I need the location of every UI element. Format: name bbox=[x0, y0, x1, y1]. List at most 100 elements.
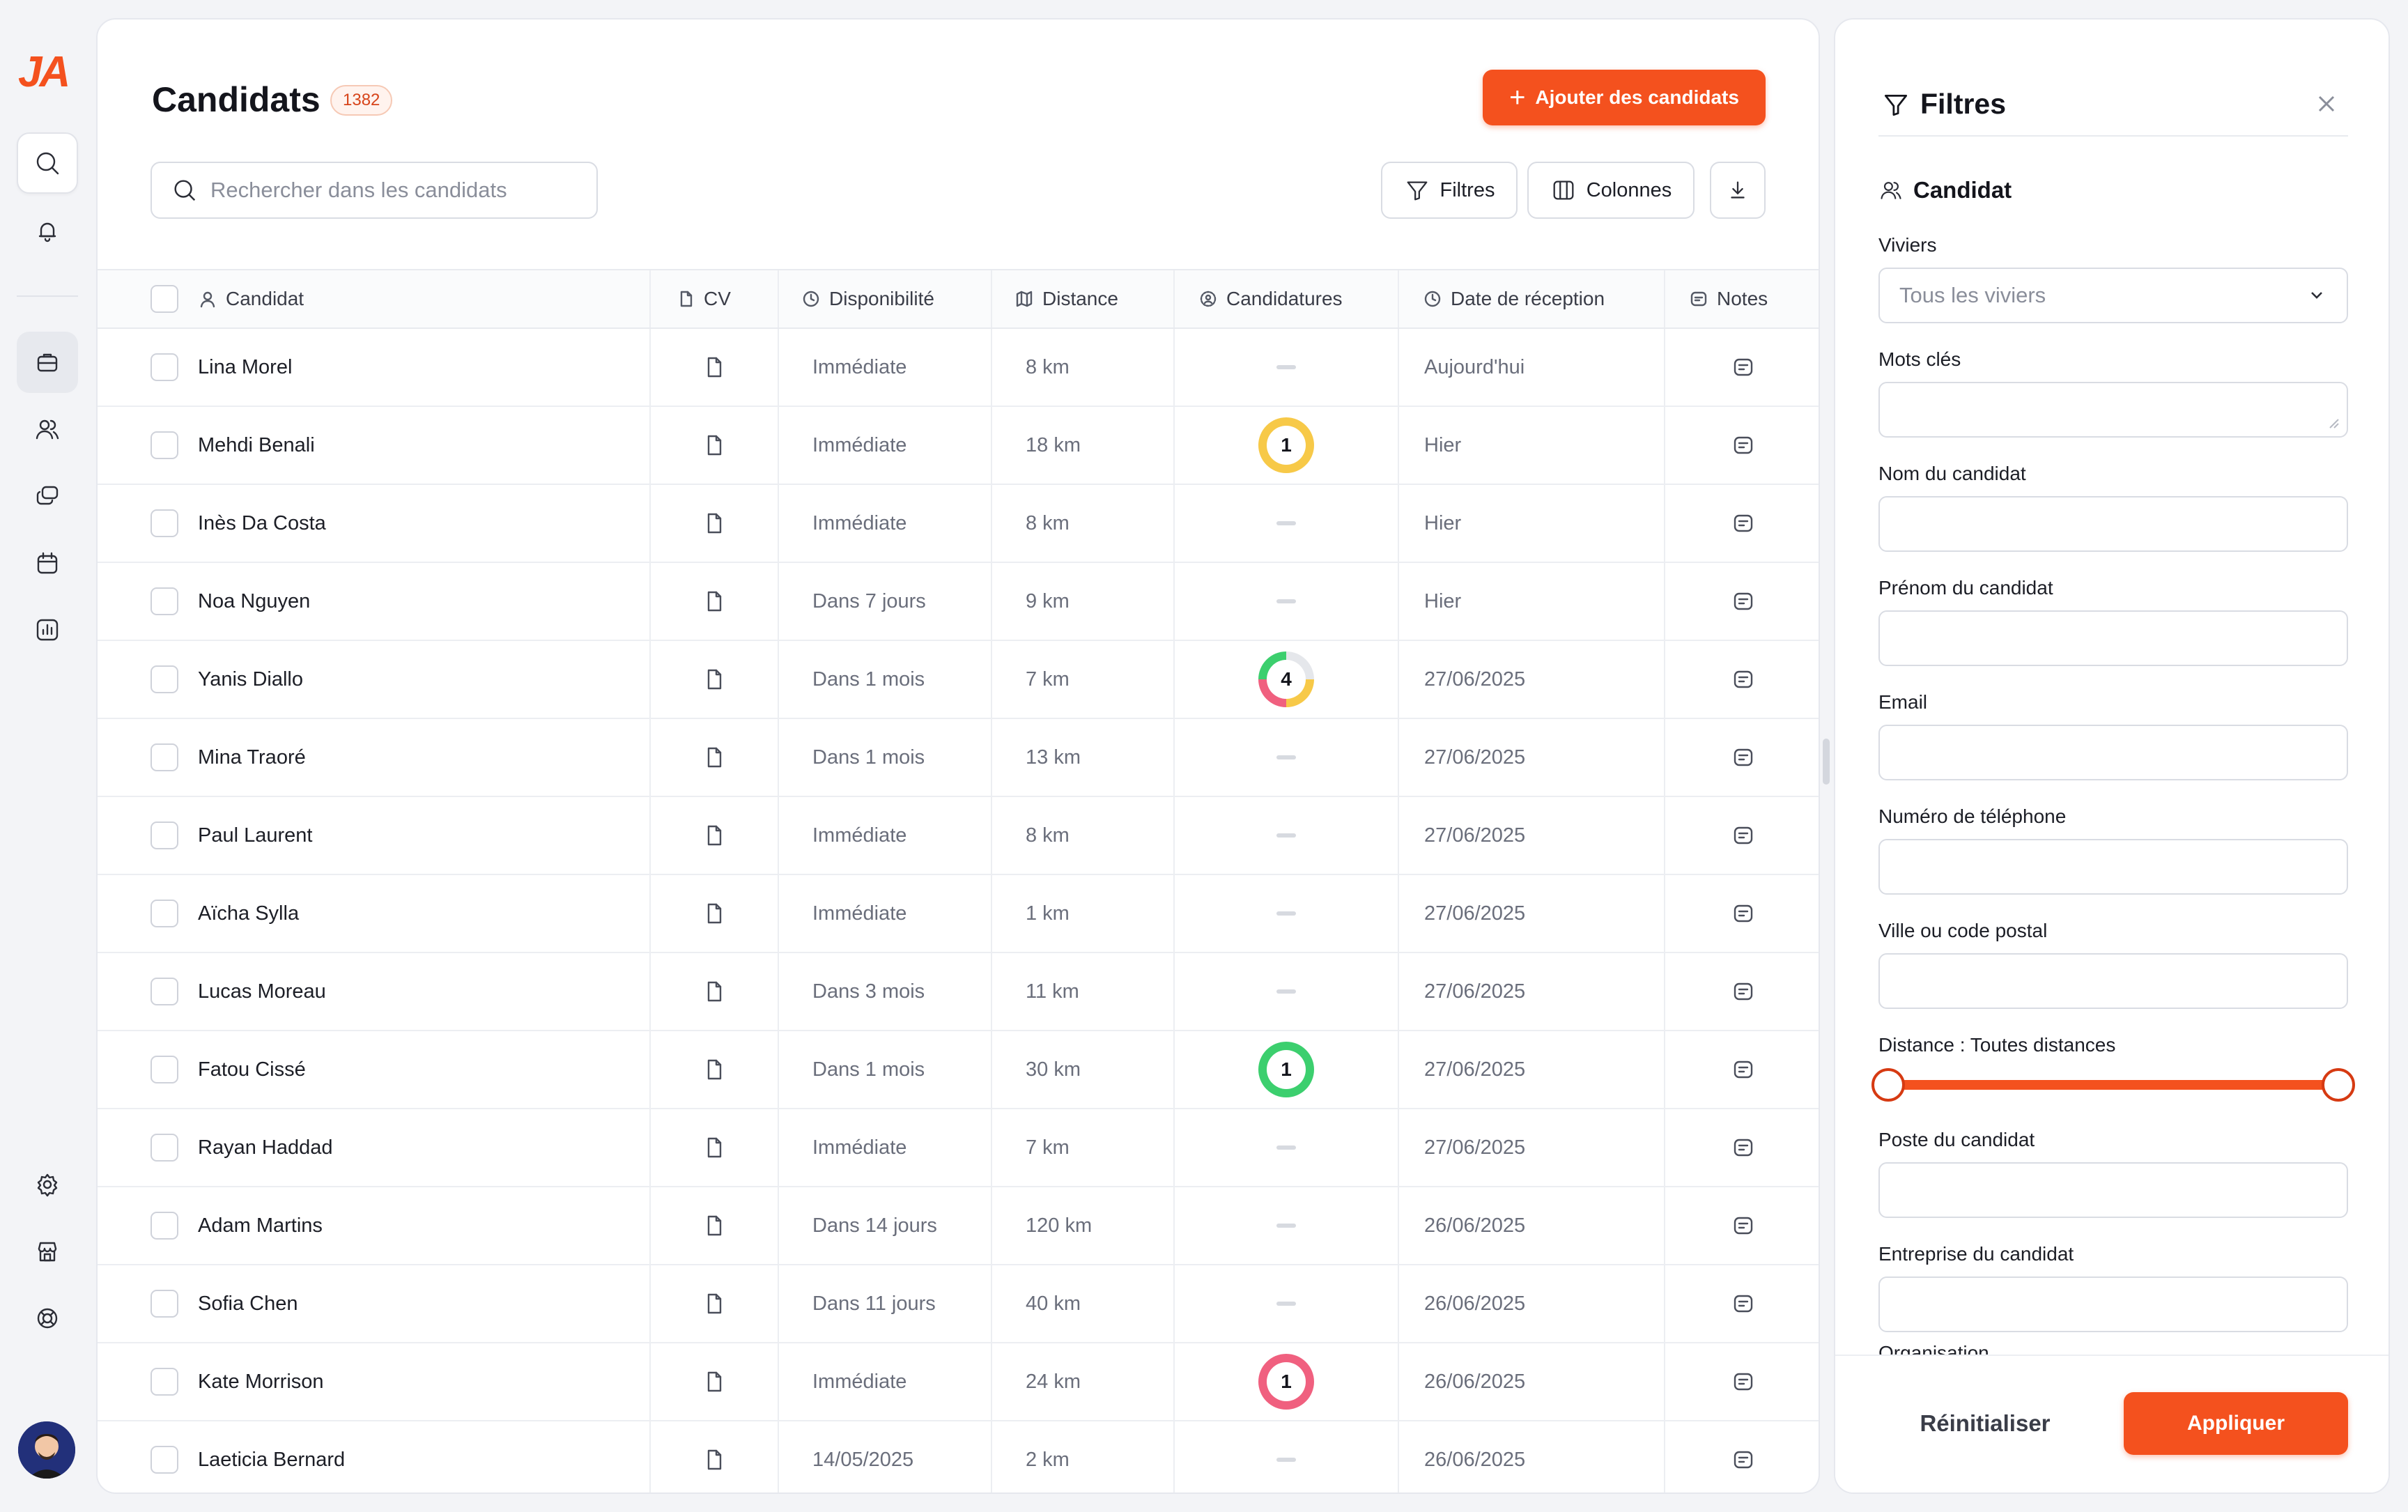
note-icon[interactable] bbox=[1731, 433, 1756, 458]
row-checkbox[interactable] bbox=[150, 900, 178, 927]
row-checkbox[interactable] bbox=[150, 587, 178, 615]
candidate-name[interactable]: Fatou Cissé bbox=[198, 1058, 306, 1081]
table-row[interactable]: Aïcha Sylla Immédiate 1 km 27/06/2025 bbox=[98, 875, 1819, 953]
firstname-input[interactable] bbox=[1878, 610, 2348, 666]
candidate-name[interactable]: Inès Da Costa bbox=[198, 511, 326, 534]
file-icon[interactable] bbox=[702, 979, 727, 1004]
row-checkbox[interactable] bbox=[150, 509, 178, 537]
note-icon[interactable] bbox=[1731, 1369, 1756, 1394]
file-icon[interactable] bbox=[702, 745, 727, 770]
row-checkbox[interactable] bbox=[150, 1446, 178, 1474]
table-row[interactable]: Sofia Chen Dans 11 jours 40 km 26/06/202… bbox=[98, 1265, 1819, 1343]
lastname-input[interactable] bbox=[1878, 496, 2348, 552]
row-checkbox[interactable] bbox=[150, 743, 178, 771]
analytics-rail-button[interactable] bbox=[17, 599, 78, 661]
distance-slider-min-handle[interactable] bbox=[1871, 1068, 1905, 1102]
search-box[interactable] bbox=[150, 162, 598, 219]
candidate-name[interactable]: Yanis Diallo bbox=[198, 668, 303, 691]
row-checkbox[interactable] bbox=[150, 821, 178, 849]
note-icon[interactable] bbox=[1731, 979, 1756, 1004]
candidate-name[interactable]: Noa Nguyen bbox=[198, 589, 311, 612]
file-icon[interactable] bbox=[702, 667, 727, 692]
applications-count-ring[interactable]: 1 bbox=[1258, 1354, 1314, 1410]
add-candidates-button[interactable]: + Ajouter des candidats bbox=[1483, 70, 1766, 125]
row-checkbox[interactable] bbox=[150, 353, 178, 381]
note-icon[interactable] bbox=[1731, 745, 1756, 770]
file-icon[interactable] bbox=[702, 1369, 727, 1394]
file-icon[interactable] bbox=[702, 823, 727, 848]
table-row[interactable]: Adam Martins Dans 14 jours 120 km 26/06/… bbox=[98, 1187, 1819, 1265]
column-header-notes[interactable]: Notes bbox=[1665, 270, 1819, 327]
table-row[interactable]: Fatou Cissé Dans 1 mois 30 km 1 27/06/20… bbox=[98, 1031, 1819, 1109]
file-icon[interactable] bbox=[702, 1057, 727, 1082]
note-icon[interactable] bbox=[1731, 667, 1756, 692]
applications-count-ring[interactable]: 1 bbox=[1258, 1042, 1314, 1097]
applications-count-ring[interactable]: 1 bbox=[1258, 417, 1314, 473]
candidate-name[interactable]: Mehdi Benali bbox=[198, 433, 315, 456]
table-row[interactable]: Inès Da Costa Immédiate 8 km Hier bbox=[98, 485, 1819, 563]
candidate-name[interactable]: Aïcha Sylla bbox=[198, 902, 300, 925]
table-row[interactable]: Laeticia Bernard 14/05/2025 2 km 26/06/2… bbox=[98, 1421, 1819, 1492]
columns-button[interactable]: Colonnes bbox=[1527, 162, 1695, 219]
notifications-rail-button[interactable] bbox=[17, 201, 78, 262]
row-checkbox[interactable] bbox=[150, 1134, 178, 1162]
row-checkbox[interactable] bbox=[150, 1056, 178, 1083]
note-icon[interactable] bbox=[1731, 511, 1756, 536]
table-row[interactable]: Yanis Diallo Dans 1 mois 7 km 4 27/06/20… bbox=[98, 641, 1819, 719]
distance-slider-track[interactable] bbox=[1878, 1080, 2348, 1090]
candidate-name[interactable]: Sofia Chen bbox=[198, 1292, 298, 1315]
file-icon[interactable] bbox=[702, 1135, 727, 1160]
table-row[interactable]: Paul Laurent Immédiate 8 km 27/06/2025 bbox=[98, 797, 1819, 875]
row-checkbox[interactable] bbox=[150, 1290, 178, 1318]
row-checkbox[interactable] bbox=[150, 431, 178, 459]
reset-filters-button[interactable]: Réinitialiser bbox=[1920, 1410, 2051, 1436]
row-checkbox[interactable] bbox=[150, 1212, 178, 1240]
table-row[interactable]: Mina Traoré Dans 1 mois 13 km 27/06/2025 bbox=[98, 719, 1819, 797]
table-row[interactable]: Rayan Haddad Immédiate 7 km 27/06/2025 bbox=[98, 1109, 1819, 1187]
table-row[interactable]: Lucas Moreau Dans 3 mois 11 km 27/06/202… bbox=[98, 953, 1819, 1031]
table-row[interactable]: Mehdi Benali Immédiate 18 km 1 Hier bbox=[98, 407, 1819, 485]
row-checkbox[interactable] bbox=[150, 1368, 178, 1396]
candidate-name[interactable]: Mina Traoré bbox=[198, 746, 306, 769]
city-input[interactable] bbox=[1878, 953, 2348, 1009]
row-checkbox[interactable] bbox=[150, 978, 178, 1005]
candidate-name[interactable]: Lucas Moreau bbox=[198, 980, 326, 1003]
table-row[interactable]: Lina Morel Immédiate 8 km Aujourd'hui bbox=[98, 329, 1819, 407]
search-input[interactable] bbox=[210, 178, 573, 203]
candidate-name[interactable]: Paul Laurent bbox=[198, 824, 313, 847]
file-icon[interactable] bbox=[702, 1291, 727, 1316]
file-icon[interactable] bbox=[702, 589, 727, 614]
apply-filters-button[interactable]: Appliquer bbox=[2124, 1392, 2348, 1455]
keywords-textarea[interactable] bbox=[1878, 382, 2348, 438]
candidate-name[interactable]: Rayan Haddad bbox=[198, 1136, 333, 1159]
email-input[interactable] bbox=[1878, 725, 2348, 780]
select-all-checkbox[interactable] bbox=[150, 285, 178, 313]
note-icon[interactable] bbox=[1731, 589, 1756, 614]
distance-slider-max-handle[interactable] bbox=[2322, 1068, 2355, 1102]
note-icon[interactable] bbox=[1731, 1135, 1756, 1160]
column-header-candidatures[interactable]: Candidatures bbox=[1175, 270, 1399, 327]
close-filters-button[interactable] bbox=[2309, 86, 2344, 121]
row-checkbox[interactable] bbox=[150, 665, 178, 693]
table-row[interactable]: Kate Morrison Immédiate 24 km 1 26/06/20… bbox=[98, 1343, 1819, 1421]
column-header-cv[interactable]: CV bbox=[651, 270, 779, 327]
store-rail-button[interactable] bbox=[17, 1221, 78, 1282]
user-avatar[interactable] bbox=[18, 1421, 75, 1479]
file-icon[interactable] bbox=[702, 511, 727, 536]
file-icon[interactable] bbox=[702, 1447, 727, 1472]
calendar-rail-button[interactable] bbox=[17, 532, 78, 594]
file-icon[interactable] bbox=[702, 901, 727, 926]
search-rail-button[interactable] bbox=[17, 132, 78, 194]
candidate-name[interactable]: Lina Morel bbox=[198, 355, 293, 378]
column-header-distance[interactable]: Distance bbox=[992, 270, 1175, 327]
file-icon[interactable] bbox=[702, 433, 727, 458]
note-icon[interactable] bbox=[1731, 1291, 1756, 1316]
note-icon[interactable] bbox=[1731, 901, 1756, 926]
file-icon[interactable] bbox=[702, 355, 727, 380]
messages-rail-button[interactable] bbox=[17, 465, 78, 527]
note-icon[interactable] bbox=[1731, 1447, 1756, 1472]
column-header-disponibilite[interactable]: Disponibilité bbox=[779, 270, 992, 327]
file-icon[interactable] bbox=[702, 1213, 727, 1238]
column-header-date-reception[interactable]: Date de réception bbox=[1399, 270, 1665, 327]
company-input[interactable] bbox=[1878, 1276, 2348, 1332]
